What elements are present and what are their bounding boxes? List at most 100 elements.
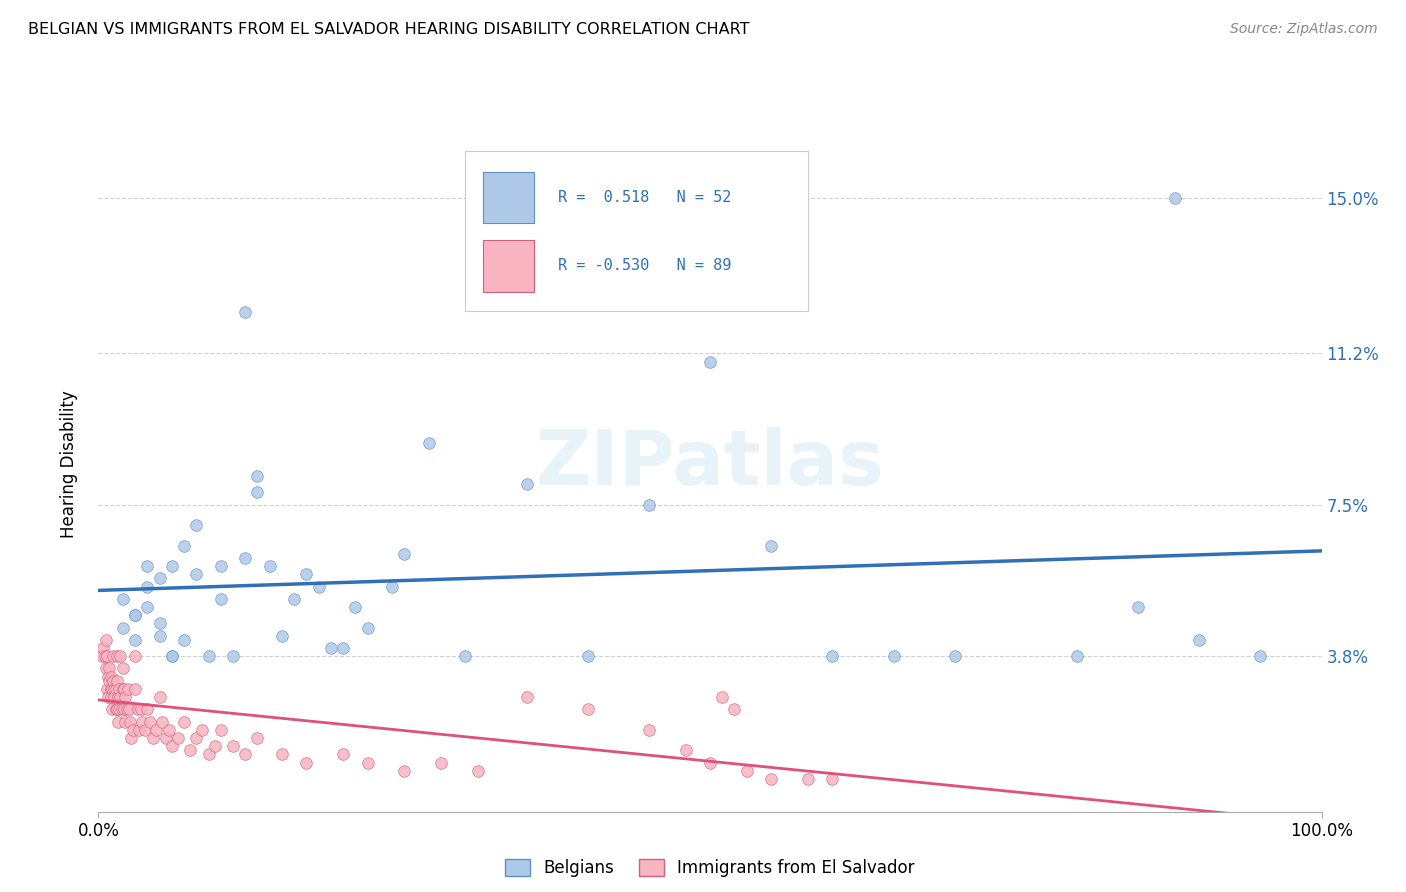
Point: [1164, 191, 1187, 205]
Point: [308, 580, 330, 594]
Point: [821, 772, 844, 786]
Point: [197, 747, 219, 762]
Point: [100, 670, 122, 684]
Point: [233, 747, 256, 762]
Point: [821, 649, 844, 664]
Point: [100, 690, 122, 705]
Text: ZIPatlas: ZIPatlas: [536, 427, 884, 500]
Point: [392, 547, 416, 561]
Point: [1066, 649, 1088, 664]
Point: [1128, 600, 1150, 615]
Point: [136, 559, 159, 574]
Point: [124, 608, 146, 623]
Point: [105, 702, 128, 716]
Point: [233, 305, 256, 319]
Point: [167, 731, 190, 745]
Point: [101, 702, 124, 716]
Point: [186, 518, 208, 533]
Point: [197, 649, 219, 664]
Point: [191, 723, 214, 737]
Point: [515, 690, 537, 705]
Point: [112, 702, 135, 716]
Point: [110, 649, 132, 664]
Point: [136, 600, 159, 615]
Point: [515, 477, 537, 491]
Point: [270, 629, 294, 643]
Point: [105, 673, 128, 688]
Point: [699, 354, 721, 368]
Point: [675, 743, 697, 757]
Point: [246, 469, 269, 483]
Point: [332, 747, 354, 762]
Point: [392, 764, 416, 778]
Point: [134, 723, 156, 737]
Point: [101, 673, 124, 688]
Point: [96, 649, 118, 664]
Point: [173, 632, 195, 647]
Point: [157, 723, 180, 737]
Point: [1188, 632, 1211, 647]
Point: [430, 756, 453, 770]
Point: [1249, 649, 1271, 664]
Point: [124, 681, 146, 696]
Point: [761, 539, 783, 553]
Point: [150, 714, 173, 729]
Point: [111, 681, 134, 696]
Point: [107, 690, 129, 705]
Point: [96, 681, 118, 696]
Point: [467, 764, 489, 778]
Point: [295, 756, 318, 770]
Point: [160, 649, 183, 664]
Point: [246, 731, 269, 745]
Point: [91, 640, 114, 655]
Y-axis label: Hearing Disability: Hearing Disability: [59, 390, 77, 538]
Text: BELGIAN VS IMMIGRANTS FROM EL SALVADOR HEARING DISABILITY CORRELATION CHART: BELGIAN VS IMMIGRANTS FROM EL SALVADOR H…: [28, 22, 749, 37]
Point: [356, 621, 378, 635]
Point: [98, 661, 121, 675]
Point: [121, 723, 143, 737]
Point: [381, 580, 404, 594]
Point: [576, 702, 599, 716]
Point: [100, 681, 122, 696]
Point: [711, 690, 734, 705]
Point: [283, 591, 305, 606]
Point: [108, 702, 131, 716]
Point: [883, 649, 905, 664]
Point: [94, 661, 117, 675]
Point: [110, 690, 132, 705]
Point: [344, 600, 367, 615]
Point: [149, 571, 172, 585]
Point: [114, 714, 136, 729]
Point: [638, 498, 661, 512]
Point: [270, 747, 294, 762]
Point: [149, 616, 172, 631]
Point: [761, 772, 783, 786]
Point: [91, 649, 114, 664]
Point: [120, 714, 142, 729]
Point: [101, 649, 124, 664]
Point: [93, 649, 115, 664]
Point: [160, 649, 183, 664]
Point: [319, 640, 342, 655]
Point: [222, 739, 245, 754]
Point: [735, 764, 758, 778]
Point: [160, 739, 183, 754]
Point: [111, 702, 134, 716]
Point: [356, 756, 378, 770]
Point: [797, 772, 820, 786]
Point: [723, 702, 745, 716]
Point: [233, 551, 256, 566]
Point: [699, 756, 721, 770]
Point: [118, 702, 141, 716]
Point: [295, 567, 318, 582]
Point: [112, 681, 135, 696]
Point: [120, 731, 142, 745]
Point: [145, 723, 167, 737]
Point: [160, 559, 183, 574]
Point: [127, 702, 149, 716]
Point: [136, 702, 159, 716]
Point: [124, 632, 146, 647]
Point: [104, 681, 127, 696]
Point: [97, 690, 120, 705]
Point: [111, 591, 134, 606]
